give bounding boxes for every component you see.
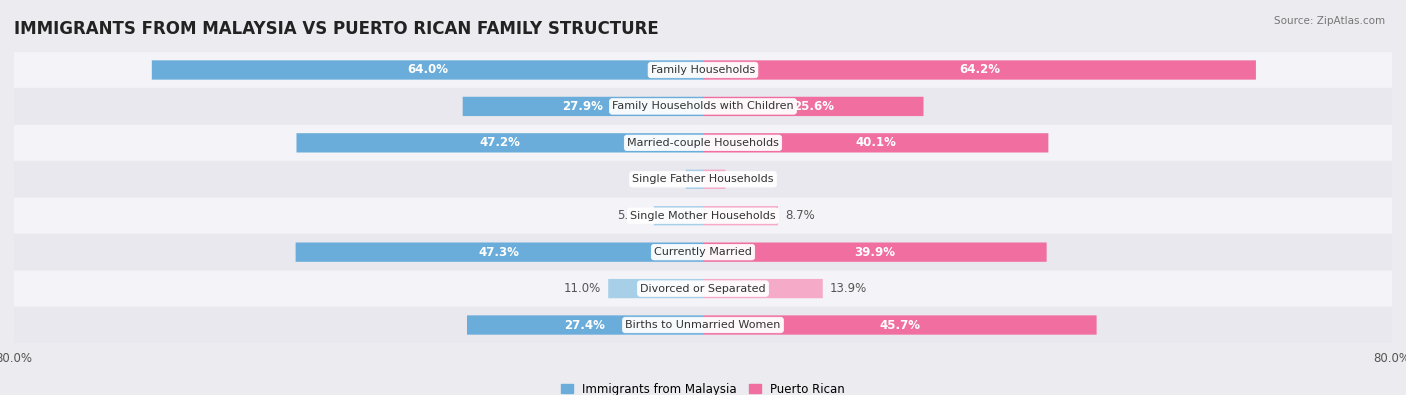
FancyBboxPatch shape bbox=[295, 243, 703, 262]
Text: IMMIGRANTS FROM MALAYSIA VS PUERTO RICAN FAMILY STRUCTURE: IMMIGRANTS FROM MALAYSIA VS PUERTO RICAN… bbox=[14, 19, 659, 38]
FancyBboxPatch shape bbox=[14, 162, 1392, 197]
FancyBboxPatch shape bbox=[609, 279, 703, 298]
Text: 27.4%: 27.4% bbox=[565, 318, 606, 331]
FancyBboxPatch shape bbox=[703, 279, 823, 298]
Text: 64.0%: 64.0% bbox=[406, 64, 449, 77]
Text: 11.0%: 11.0% bbox=[564, 282, 602, 295]
FancyBboxPatch shape bbox=[14, 88, 1392, 124]
Legend: Immigrants from Malaysia, Puerto Rican: Immigrants from Malaysia, Puerto Rican bbox=[561, 383, 845, 395]
Text: Family Households: Family Households bbox=[651, 65, 755, 75]
FancyBboxPatch shape bbox=[703, 315, 1097, 335]
FancyBboxPatch shape bbox=[14, 125, 1392, 161]
FancyBboxPatch shape bbox=[703, 133, 1049, 152]
FancyBboxPatch shape bbox=[686, 169, 703, 189]
FancyBboxPatch shape bbox=[703, 97, 924, 116]
Text: Single Father Households: Single Father Households bbox=[633, 174, 773, 184]
FancyBboxPatch shape bbox=[463, 97, 703, 116]
FancyBboxPatch shape bbox=[14, 52, 1392, 88]
Text: Single Mother Households: Single Mother Households bbox=[630, 211, 776, 221]
Text: 47.2%: 47.2% bbox=[479, 136, 520, 149]
FancyBboxPatch shape bbox=[703, 206, 778, 226]
Text: 13.9%: 13.9% bbox=[830, 282, 868, 295]
FancyBboxPatch shape bbox=[703, 60, 1256, 80]
FancyBboxPatch shape bbox=[14, 198, 1392, 233]
Text: 39.9%: 39.9% bbox=[855, 246, 896, 259]
FancyBboxPatch shape bbox=[14, 307, 1392, 343]
Text: 5.7%: 5.7% bbox=[617, 209, 647, 222]
Text: Currently Married: Currently Married bbox=[654, 247, 752, 257]
FancyBboxPatch shape bbox=[467, 315, 703, 335]
FancyBboxPatch shape bbox=[14, 234, 1392, 270]
Text: 47.3%: 47.3% bbox=[479, 246, 520, 259]
FancyBboxPatch shape bbox=[152, 60, 703, 80]
Text: 45.7%: 45.7% bbox=[879, 318, 921, 331]
FancyBboxPatch shape bbox=[703, 243, 1046, 262]
Text: Family Households with Children: Family Households with Children bbox=[612, 102, 794, 111]
Text: Married-couple Households: Married-couple Households bbox=[627, 138, 779, 148]
FancyBboxPatch shape bbox=[14, 271, 1392, 307]
FancyBboxPatch shape bbox=[297, 133, 703, 152]
Text: 2.0%: 2.0% bbox=[650, 173, 679, 186]
FancyBboxPatch shape bbox=[703, 169, 725, 189]
Text: Births to Unmarried Women: Births to Unmarried Women bbox=[626, 320, 780, 330]
Text: 40.1%: 40.1% bbox=[855, 136, 896, 149]
Text: Source: ZipAtlas.com: Source: ZipAtlas.com bbox=[1274, 16, 1385, 26]
Text: 2.6%: 2.6% bbox=[733, 173, 762, 186]
Text: Divorced or Separated: Divorced or Separated bbox=[640, 284, 766, 293]
Text: 64.2%: 64.2% bbox=[959, 64, 1000, 77]
Text: 8.7%: 8.7% bbox=[785, 209, 814, 222]
Text: 25.6%: 25.6% bbox=[793, 100, 834, 113]
Text: 27.9%: 27.9% bbox=[562, 100, 603, 113]
FancyBboxPatch shape bbox=[654, 206, 703, 226]
